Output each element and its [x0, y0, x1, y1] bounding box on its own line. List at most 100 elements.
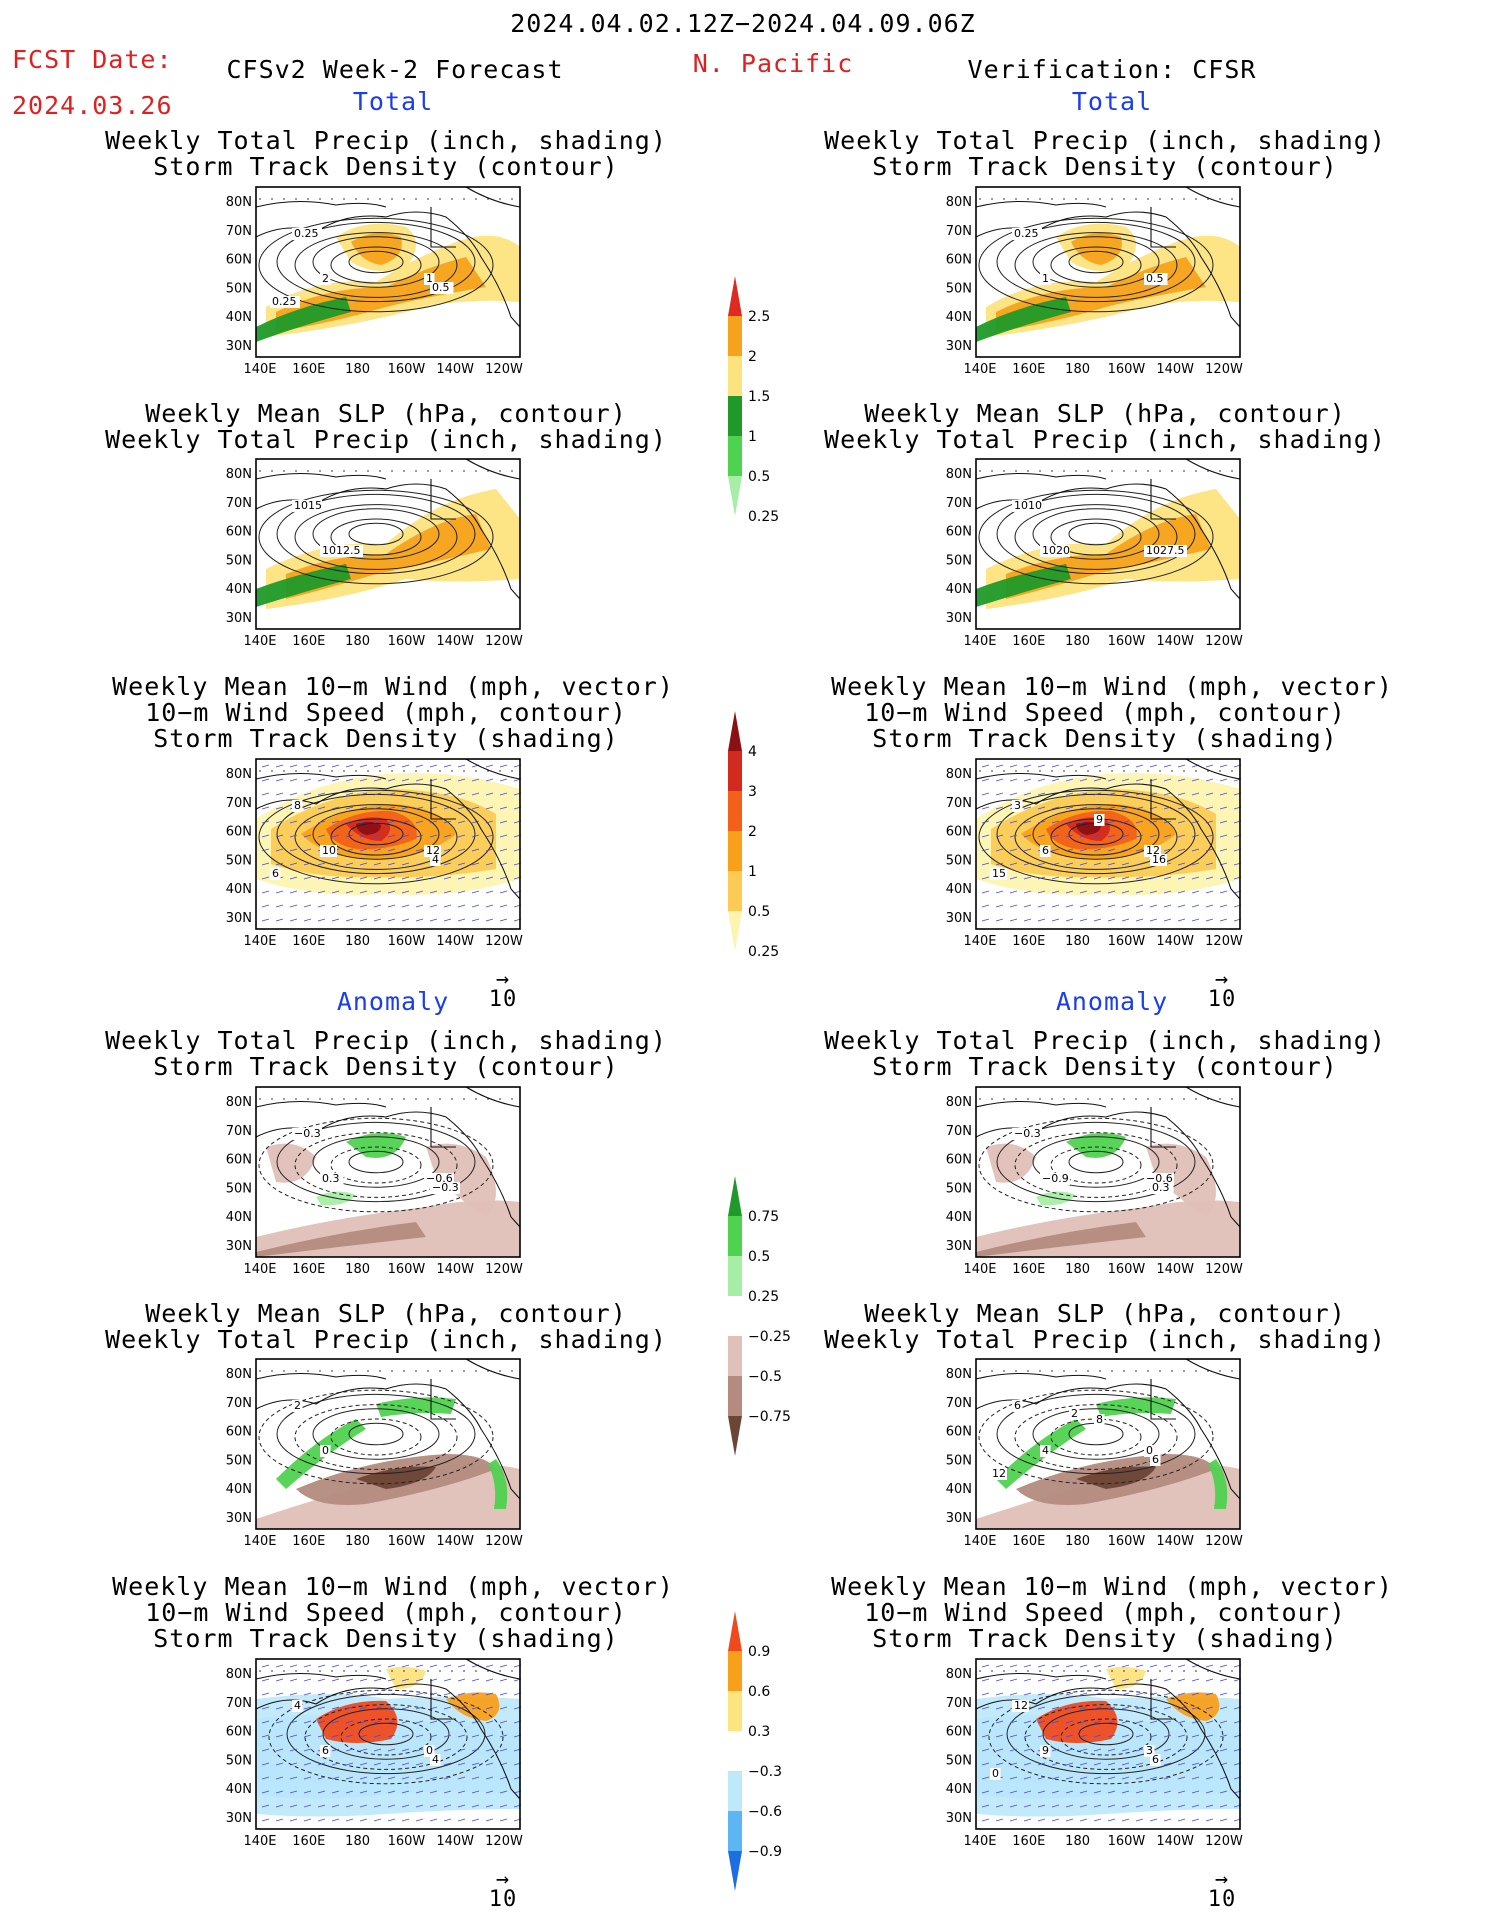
wind-vector — [1079, 1734, 1088, 1738]
shading-region — [1066, 1133, 1126, 1158]
grid-dot — [991, 1370, 993, 1372]
grid-dot — [403, 470, 405, 472]
contour-label-bg — [1012, 500, 1042, 512]
wind-vector — [981, 890, 990, 894]
wind-vector — [443, 1748, 452, 1752]
wind-vector — [1219, 890, 1228, 894]
wind-vector — [1219, 834, 1228, 838]
wind-vector — [289, 918, 298, 922]
wind-vector — [1093, 1776, 1102, 1780]
wind-vector — [499, 1678, 508, 1682]
contour-label: 15 — [992, 867, 1006, 880]
wind-vector — [261, 1692, 270, 1696]
wind-vector — [1051, 1790, 1060, 1794]
lat-tick-label: 30N — [946, 1239, 972, 1254]
wind-vector — [995, 1748, 1004, 1752]
wind-vector — [1177, 1790, 1186, 1794]
wind-vector — [373, 1804, 382, 1808]
wind-vector — [471, 1692, 480, 1696]
grid-dot — [367, 470, 369, 472]
wind-vector — [387, 1720, 396, 1724]
colorbar-segment — [728, 1611, 742, 1651]
wind-vector — [289, 1818, 298, 1822]
wind-vector — [387, 1692, 396, 1696]
grid-dot — [1003, 1098, 1005, 1100]
wind-vector — [1079, 764, 1088, 768]
grid-dot — [451, 1670, 453, 1672]
wind-vector — [1065, 1790, 1074, 1794]
grid-dot — [1051, 470, 1053, 472]
shading-region — [256, 297, 351, 342]
wind-vector — [1191, 1790, 1200, 1794]
wind-vector — [303, 890, 312, 894]
wind-vector — [1009, 876, 1018, 880]
contour-label: 6 — [272, 867, 279, 880]
contour-line — [276, 1121, 476, 1203]
contour-line — [330, 1146, 422, 1184]
wind-vector — [1163, 764, 1172, 768]
lat-tick-label: 50N — [226, 853, 252, 868]
wind-vector — [499, 764, 508, 768]
colorbar-precip-anomaly: 0.750.50.25−0.25−0.5−0.75 — [728, 1176, 791, 1456]
wind-vector — [1149, 1790, 1158, 1794]
contour-label-bg — [1094, 814, 1105, 826]
grid-dot — [463, 198, 465, 200]
wind-vector — [1079, 1678, 1088, 1682]
wind-vector — [387, 764, 396, 768]
wind-vector — [485, 1818, 494, 1822]
wind-vector — [1205, 806, 1214, 810]
contour-label: 0 — [992, 1767, 999, 1780]
wind-vector — [275, 1706, 284, 1710]
wind-vector — [429, 820, 438, 824]
wind-vector — [289, 1776, 298, 1780]
wind-vector — [289, 876, 298, 880]
contour-label-bg — [270, 296, 300, 308]
grid-dot — [451, 1098, 453, 1100]
wind-vector — [457, 1818, 466, 1822]
wind-vector — [1177, 1762, 1186, 1766]
wind-vector — [471, 1776, 480, 1780]
wind-vector — [1093, 862, 1102, 866]
wind-vector — [1079, 820, 1088, 824]
grid-dot — [1111, 470, 1113, 472]
shading-region — [446, 1692, 500, 1721]
contour-line — [1024, 1704, 1188, 1770]
wind-vector — [485, 1762, 494, 1766]
lon-tick-label: 140E — [243, 934, 276, 949]
wind-vector — [1205, 1678, 1214, 1682]
grid-dot — [1219, 470, 1221, 472]
colorbar-tick-label: 0.5 — [748, 469, 770, 485]
wind-vector — [443, 1790, 452, 1794]
wind-vector — [1163, 1818, 1172, 1822]
wind-vector — [373, 806, 382, 810]
grid-dot — [1027, 470, 1029, 472]
title-r4r-line1: Weekly Total Precip (inch, shading) — [824, 1026, 1386, 1055]
lon-tick-label: 160W — [1108, 934, 1146, 949]
title-r6l-line1: Weekly Mean 10−m Wind (mph, vector) — [112, 1572, 674, 1601]
wind-vector — [317, 1804, 326, 1808]
colorbar-tick-label: 0.75 — [748, 1209, 779, 1225]
wind-vector — [471, 820, 480, 824]
wind-vector — [331, 1678, 340, 1682]
wind-vector — [1121, 1804, 1130, 1808]
grid-dot — [1039, 1370, 1041, 1372]
wind-vector — [1149, 1720, 1158, 1724]
wind-vector — [471, 890, 480, 894]
wind-vector — [981, 904, 990, 908]
wind-vector — [387, 1790, 396, 1794]
wind-vector — [499, 1818, 508, 1822]
grid-dot — [1171, 198, 1173, 200]
grid-dot — [979, 770, 981, 772]
contour-label-bg — [1144, 1445, 1155, 1457]
grid-dot — [511, 198, 513, 200]
wind-vector — [345, 918, 354, 922]
coastline-north — [975, 472, 1107, 480]
grid-dot — [307, 470, 309, 472]
wind-vector — [415, 792, 424, 796]
wind-vector — [359, 1818, 368, 1822]
wind-vector — [1149, 904, 1158, 908]
title-r6l-line3: Storm Track Density (shading) — [153, 1624, 619, 1653]
verification-title: Verification: CFSR — [967, 55, 1257, 84]
